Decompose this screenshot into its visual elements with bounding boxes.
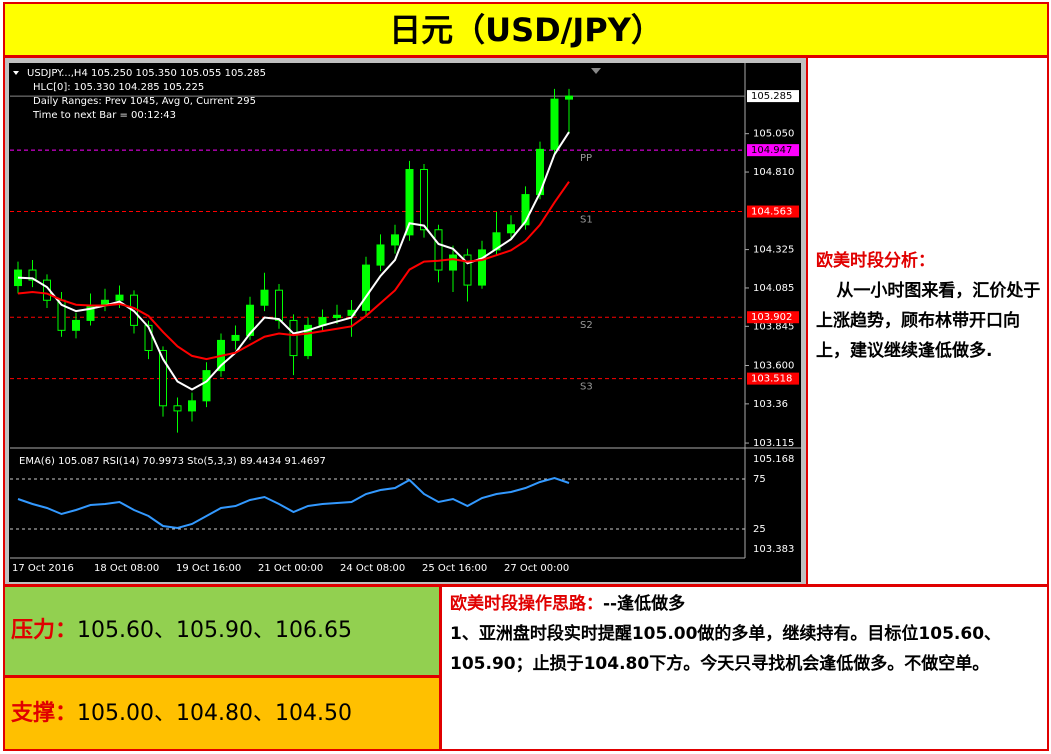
candle-body — [565, 95, 573, 100]
level-label: 103.902 — [751, 312, 792, 323]
candle-body — [550, 98, 559, 150]
support: 支撑：105.00、104.80、104.50 — [3, 676, 441, 751]
x-tick-label: 17 Oct 2016 — [12, 563, 74, 574]
candle-body — [391, 234, 399, 246]
strategy-title: 欧美时段操作思路： — [450, 594, 603, 614]
candle-body — [362, 264, 370, 311]
candle-body — [72, 319, 80, 331]
candle-body — [144, 324, 153, 351]
price-box — [747, 90, 799, 103]
level-name: S1 — [580, 215, 593, 226]
x-tick-label: 18 Oct 08:00 — [94, 563, 159, 574]
y-tick-label: 103.115 — [753, 438, 794, 449]
strategy: 欧美时段操作思路：--逢低做多 1、亚洲盘时段实时提醒105.00做的多单，继续… — [440, 585, 1049, 751]
candle-body — [173, 405, 182, 412]
candle-body — [246, 304, 254, 336]
side-title: 欧美时段分析： — [816, 251, 935, 271]
level-box — [747, 144, 799, 157]
candle-body — [275, 289, 283, 321]
menu-arrow — [13, 71, 19, 75]
y-tick-label: 103.36 — [753, 399, 788, 410]
ma-line — [17, 181, 570, 361]
candle-body — [420, 168, 428, 231]
x-tick-label: 25 Oct 16:00 — [422, 563, 487, 574]
level-name: S3 — [580, 382, 593, 393]
side-panel: 欧美时段分析： 从一小时图来看，汇价处于上涨趋势，顾布林带开口向上，建议继续逢低… — [806, 56, 1049, 586]
level-label: 104.563 — [751, 207, 792, 218]
level-box — [747, 205, 799, 218]
y-tick-label: 104.810 — [753, 167, 794, 178]
level-name: PP — [580, 153, 592, 164]
resistance-label: 压力： — [11, 618, 78, 643]
candle-body — [478, 249, 486, 286]
x-tick-label: 24 Oct 08:00 — [340, 563, 405, 574]
support-label: 支撑： — [11, 701, 78, 726]
scale-label: 105.168 — [753, 454, 794, 465]
strategy-subtitle: --逢低做多 — [603, 594, 686, 614]
chart: USDJPY...,H4 105.250 105.350 105.055 105… — [9, 63, 801, 582]
y-tick-label: 104.325 — [753, 245, 794, 256]
y-tick-label: 75 — [753, 474, 766, 485]
level-label: 103.518 — [751, 374, 792, 385]
y-tick-label: 103.845 — [753, 321, 794, 332]
candle-body — [434, 229, 443, 271]
candle-body — [188, 400, 196, 412]
info-text: Time to next Bar = 00:12:43 — [32, 110, 176, 121]
level-box — [747, 372, 799, 385]
candle-body — [159, 349, 167, 407]
shift-marker — [591, 68, 601, 74]
level-label: 104.947 — [751, 145, 792, 156]
candle-body — [521, 194, 530, 226]
y-tick-label: 25 — [753, 524, 766, 535]
y-tick-label: 103.600 — [753, 361, 794, 372]
candle-body — [115, 294, 124, 301]
indicator-label: EMA(6) 105.087 RSI(14) 70.9973 Sto(5,3,3… — [19, 456, 326, 467]
candle-body — [304, 324, 312, 357]
support-value: 105.00、104.80、104.50 — [77, 701, 352, 726]
level-name: S2 — [580, 320, 593, 331]
chart-frame: USDJPY...,H4 105.250 105.350 105.055 105… — [3, 56, 808, 586]
title: 日元（USD/JPY） — [3, 2, 1049, 57]
side-text: 从一小时图来看，汇价处于上涨趋势，顾布林带开口向上，建议继续逢低做多. — [816, 281, 1041, 361]
x-tick-label: 27 Oct 00:00 — [504, 563, 569, 574]
x-tick-label: 19 Oct 16:00 — [176, 563, 241, 574]
strategy-text: 1、亚洲盘时段实时提醒105.00做的多单，继续持有。目标位105.60、105… — [450, 624, 1002, 674]
indicator-line — [17, 476, 570, 530]
chart-background — [9, 63, 801, 582]
info-text: USDJPY...,H4 105.250 105.350 105.055 105… — [27, 68, 266, 79]
candle-body — [28, 269, 37, 281]
candle-body — [463, 254, 472, 286]
resistance: 压力：105.60、105.90、106.65 — [3, 585, 441, 677]
candle-body — [449, 254, 457, 271]
info-text: Daily Ranges: Prev 1045, Avg 0, Current … — [33, 96, 256, 107]
resistance-value: 105.60、105.90、106.65 — [77, 618, 352, 643]
candle-body — [333, 314, 341, 319]
candle-body — [260, 289, 269, 306]
info-text: HLC[0]: 105.330 104.285 105.225 — [33, 82, 204, 93]
y-tick-label: 104.085 — [753, 283, 794, 294]
candle-body — [289, 319, 298, 357]
level-box — [747, 311, 799, 324]
candle-body — [231, 334, 240, 341]
candle-body — [507, 224, 515, 234]
candle-body — [202, 370, 211, 402]
price-label: 105.285 — [751, 91, 792, 102]
candle-body — [405, 168, 414, 236]
scale-label: 103.383 — [753, 544, 794, 555]
candle-body — [376, 244, 385, 266]
x-tick-label: 21 Oct 00:00 — [258, 563, 323, 574]
y-tick-label: 105.050 — [753, 129, 794, 140]
